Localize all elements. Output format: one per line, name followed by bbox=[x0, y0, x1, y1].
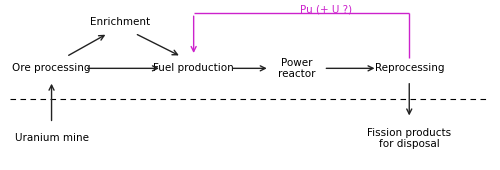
Text: Enrichment: Enrichment bbox=[90, 17, 150, 27]
Text: Pu (+ U ?): Pu (+ U ?) bbox=[300, 4, 352, 14]
Text: Fuel production: Fuel production bbox=[154, 63, 234, 73]
Text: Power
reactor: Power reactor bbox=[278, 57, 316, 79]
Text: Ore processing: Ore processing bbox=[12, 63, 91, 73]
Text: Uranium mine: Uranium mine bbox=[14, 133, 88, 143]
Text: Reprocessing: Reprocessing bbox=[374, 63, 444, 73]
Text: Fission products
for disposal: Fission products for disposal bbox=[367, 128, 452, 149]
